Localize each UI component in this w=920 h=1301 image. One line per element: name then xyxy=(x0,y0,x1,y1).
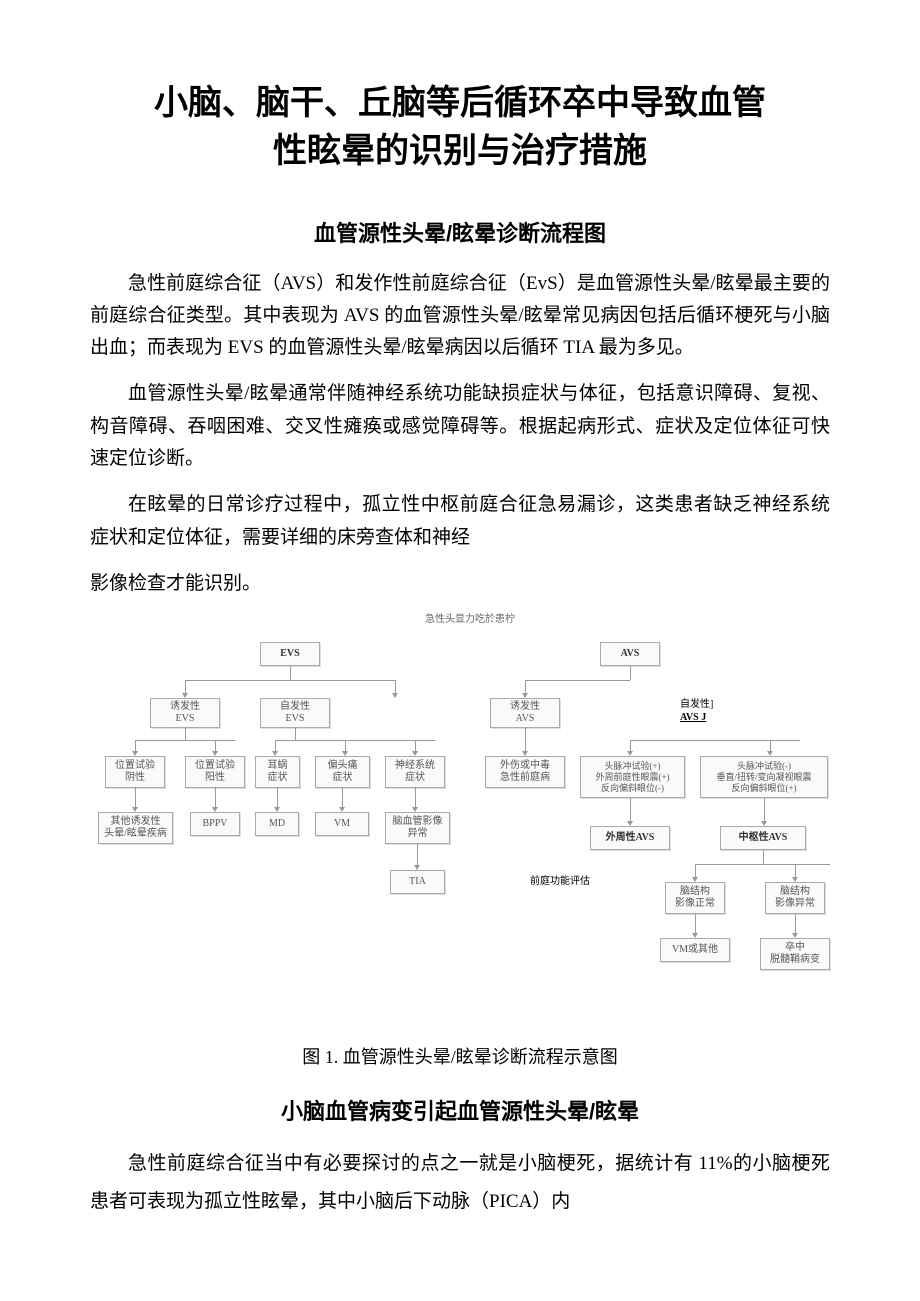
connector xyxy=(630,740,800,741)
connector xyxy=(275,740,435,741)
title-line-1: 小脑、脑干、丘脑等后循环卒中导致血管 xyxy=(154,84,766,122)
node-evs: EVS xyxy=(260,642,320,666)
connector xyxy=(342,788,343,808)
node-migraine: 偏头痛症状 xyxy=(315,756,370,788)
document-title: 小脑、脑干、丘脑等后循环卒中导致血管 性眩晕的识别与治疗措施 xyxy=(90,80,830,175)
diagnostic-flowchart: 急性头显⼒吃於患柠 EVS AVS 自发性] AVS J 诱发性EVS 自发性E… xyxy=(90,614,830,1034)
node-hit-negative: 头脉冲试验(-)垂直/扭转/变向凝视眼震反向偏斜眼位(+) xyxy=(700,756,828,798)
node-vm: VM xyxy=(315,812,369,836)
node-md: MD xyxy=(255,812,299,836)
connector xyxy=(295,728,296,740)
node-stroke-demyelination: 卒中脱髓鞘病变 xyxy=(760,938,830,970)
node-evs-triggered: 诱发性EVS xyxy=(150,698,220,728)
figure-caption-1: 图 1. 血管源性头晕/眩晕诊断流程示意图 xyxy=(90,1042,830,1073)
arrow-icon xyxy=(392,693,398,698)
connector xyxy=(417,844,418,866)
node-evs-spontaneous: 自发性EVS xyxy=(260,698,330,728)
connector xyxy=(795,864,796,878)
node-trauma: 外伤或中毒急性前庭病 xyxy=(485,756,565,788)
connector xyxy=(630,666,631,680)
node-positional-negative: 位置试验阴性 xyxy=(105,756,165,788)
side-label-2: AVS J xyxy=(680,712,706,724)
connector xyxy=(525,728,526,752)
paragraph-5: 急性前庭综合征当中有必要探讨的点之一就是小脑梗死，据统计有 11%的小脑梗死患者… xyxy=(90,1145,830,1221)
node-bppv: BPPV xyxy=(190,812,240,836)
connector xyxy=(630,798,631,822)
connector xyxy=(764,798,765,822)
node-tia: TIA xyxy=(390,870,445,894)
node-avs: AVS xyxy=(600,642,660,666)
connector xyxy=(763,850,764,864)
connector xyxy=(290,666,291,680)
connector xyxy=(525,680,630,681)
connector xyxy=(215,788,216,808)
connector xyxy=(695,864,830,865)
paragraph-1: 急性前庭综合征（AVS）和发作性前庭综合征（EvS）是血管源性头晕/眩晕最主要的… xyxy=(90,268,830,365)
connector xyxy=(185,728,186,740)
mid-label: 前庭功能评估 xyxy=(530,876,590,888)
node-central-avs: 中枢性AVS xyxy=(720,826,806,850)
section-heading-1: 血管源性头晕/眩晕诊断流程图 xyxy=(90,215,830,252)
connector xyxy=(795,914,796,934)
connector xyxy=(277,788,278,808)
paragraph-3: 在眩晕的日常诊疗过程中，孤立性中枢前庭合征急易漏诊，这类患者缺乏神经系统症状和定… xyxy=(90,489,830,554)
connector xyxy=(695,864,696,878)
node-vm-other: VM或其他 xyxy=(660,938,730,962)
connector xyxy=(695,914,696,934)
connector xyxy=(415,788,416,808)
node-imaging-normal: 脑结构影像正常 xyxy=(665,882,725,914)
connector xyxy=(185,680,395,681)
connector xyxy=(395,680,396,694)
node-cochlear: 耳蜗症状 xyxy=(255,756,300,788)
node-hit-positive: 头脉冲试验(+)外周前庭性眼震(+)反向偏斜眼位(-) xyxy=(580,756,685,798)
connector xyxy=(525,680,526,694)
node-cerebrovascular-imaging: 脑血管影像异常 xyxy=(385,812,450,844)
section-heading-2: 小脑血管病变引起血管源性头晕/眩晕 xyxy=(90,1093,830,1130)
paragraph-4: 影像检查才能识别。 xyxy=(90,568,830,600)
node-avs-triggered: 诱发性AVS xyxy=(490,698,560,728)
connector xyxy=(135,788,136,808)
node-other-triggered: 其他诱发性头晕/眩晕疾病 xyxy=(98,812,173,844)
title-line-2: 性眩晕的识别与治疗措施 xyxy=(273,132,647,170)
paragraph-2: 血管源性头晕/眩晕通常伴随神经系统功能缺损症状与体征，包括意识障碍、复视、构音障… xyxy=(90,378,830,475)
node-positional-positive: 位置试验阳性 xyxy=(185,756,245,788)
flowchart-top-label: 急性头显⼒吃於患柠 xyxy=(390,614,550,626)
node-peripheral-avs: 外周性AVS xyxy=(590,826,670,850)
side-label-1: 自发性] xyxy=(680,699,713,711)
node-neuro-symptoms: 神经系统症状 xyxy=(385,756,445,788)
node-imaging-abnormal: 脑结构影像异常 xyxy=(765,882,825,914)
connector xyxy=(135,740,235,741)
connector xyxy=(185,680,186,694)
